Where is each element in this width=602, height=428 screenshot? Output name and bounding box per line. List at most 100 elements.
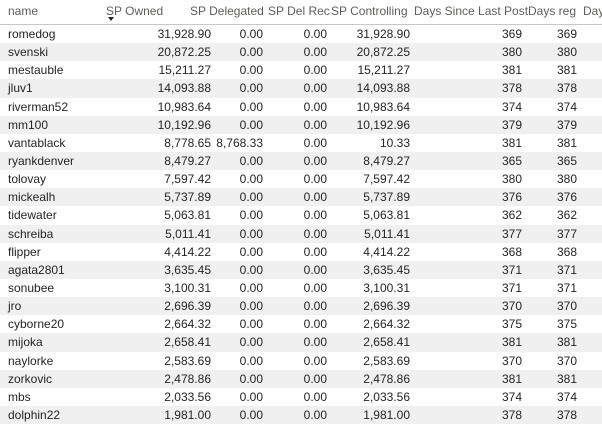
cell-name: dolphin22 bbox=[8, 407, 61, 422]
cell-sp-del-rec: 0.00 bbox=[303, 317, 327, 332]
column-header-sp-controlling[interactable]: SP Controlling bbox=[331, 4, 408, 18]
cell-name: zorkovic bbox=[8, 371, 53, 386]
cell-sp-owned: 5,737.89 bbox=[164, 190, 211, 205]
cell-sp-owned: 2,696.39 bbox=[164, 299, 211, 314]
cell-days-reg: 378 bbox=[556, 407, 577, 422]
cell-sp-controlling: 3,635.45 bbox=[363, 262, 410, 277]
table-row[interactable]: cyborne20 2,664.32 0.00 0.00 2,664.32 375 375 bbox=[0, 315, 602, 333]
column-header-sp-del-rec[interactable]: SP Del Rec bbox=[268, 4, 330, 18]
table-row[interactable]: romedog 31,928.90 0.00 0.00 31,928.90 369 369 bbox=[0, 25, 602, 43]
cell-days-reg: 370 bbox=[556, 299, 577, 314]
cell-sp-del-rec: 0.00 bbox=[303, 262, 327, 277]
table-row[interactable]: sonubee 3,100.31 0.00 0.00 3,100.31 371 371 bbox=[0, 279, 602, 297]
table-row[interactable]: riverman52 10,983.64 0.00 0.00 10,983.64 374 3… bbox=[0, 98, 602, 116]
cell-sp-del-rec: 0.00 bbox=[303, 226, 327, 241]
cell-sp-controlling: 8,479.27 bbox=[363, 153, 410, 168]
cell-sp-delegated: 0.00 bbox=[239, 244, 263, 259]
cell-days-reg: 369 bbox=[556, 27, 577, 41]
table-row[interactable]: mbs 2,033.56 0.00 0.00 2,033.56 374 374 bbox=[0, 388, 602, 406]
cell-sp-owned: 31,928.90 bbox=[157, 27, 211, 41]
column-header-days-since-last-post[interactable]: Days Since Last Post bbox=[414, 4, 529, 18]
cell-sp-delegated: 0.00 bbox=[239, 81, 263, 96]
table-row[interactable]: mijoka 2,658.41 0.00 0.00 2,658.41 381 381 bbox=[0, 333, 602, 352]
cell-sp-owned: 8,778.65 bbox=[164, 135, 211, 150]
cell-name: mijoka bbox=[8, 335, 43, 350]
table-row[interactable]: ryankdenver 8,479.27 0.00 0.00 8,479.27 365 36… bbox=[0, 151, 602, 171]
cell-days-reg: 365 bbox=[556, 153, 577, 168]
column-header-sp-delegated[interactable]: SP Delegated bbox=[190, 4, 264, 18]
cell-days-reg: 375 bbox=[556, 317, 577, 332]
cell-days-reg: 380 bbox=[556, 45, 577, 60]
cell-sp-delegated: 0.00 bbox=[239, 172, 263, 187]
cell-sp-del-rec: 0.00 bbox=[303, 371, 327, 386]
cell-sp-controlling: 10.33 bbox=[379, 135, 410, 150]
cell-sp-owned: 10,983.64 bbox=[157, 99, 211, 114]
cell-days-since-last-post: 381 bbox=[501, 335, 522, 350]
cell-sp-delegated: 0.00 bbox=[239, 63, 263, 78]
cell-sp-del-rec: 0.00 bbox=[303, 117, 327, 132]
cell-sp-controlling: 31,928.90 bbox=[356, 27, 410, 41]
cell-sp-owned: 3,100.31 bbox=[164, 280, 211, 295]
cell-days-reg: 368 bbox=[556, 244, 577, 259]
table-row[interactable]: flipper 4,414.22 0.00 0.00 4,414.22 368 368 bbox=[0, 243, 602, 261]
cell-sp-delegated: 0.00 bbox=[239, 371, 263, 386]
cell-sp-controlling: 2,664.32 bbox=[363, 317, 410, 332]
cell-days-since-last-post: 381 bbox=[501, 63, 522, 78]
table-row[interactable]: mestauble 15,211.27 0.00 0.00 15,211.27 381 38… bbox=[0, 61, 602, 79]
column-header-day-truncated[interactable]: Day bbox=[583, 4, 602, 18]
table-row[interactable]: naylorke 2,583.69 0.00 0.00 2,583.69 370 370 bbox=[0, 352, 602, 370]
cell-sp-controlling: 2,658.41 bbox=[363, 335, 410, 350]
cell-days-reg: 374 bbox=[556, 99, 577, 114]
cell-sp-del-rec: 0.00 bbox=[303, 244, 327, 259]
table-row[interactable]: mm100 10,192.96 0.00 0.00 10,192.96 379 379 bbox=[0, 115, 602, 134]
table-row[interactable]: dolphin22 1,981.00 0.00 0.00 1,981.00 378 378 bbox=[0, 405, 602, 425]
table-row[interactable]: mickealh 5,737.89 0.00 0.00 5,737.89 376 376 bbox=[0, 188, 602, 207]
cell-days-since-last-post: 374 bbox=[501, 99, 522, 114]
cell-sp-controlling: 14,093.88 bbox=[356, 81, 410, 96]
sort-descending-icon[interactable] bbox=[108, 17, 114, 21]
table-row[interactable]: schreiba 5,011.41 0.00 0.00 5,011.41 377 377 bbox=[0, 224, 602, 243]
column-header-days-reg[interactable]: Days reg bbox=[528, 4, 577, 18]
cell-days-since-last-post: 362 bbox=[501, 208, 522, 223]
table-row[interactable]: tidewater 5,063.81 0.00 0.00 5,063.81 362 362 bbox=[0, 206, 602, 224]
cell-sp-controlling: 15,211.27 bbox=[357, 63, 411, 78]
column-header-sp-owned[interactable]: SP Owned bbox=[106, 4, 164, 18]
cell-sp-owned: 2,664.32 bbox=[164, 317, 211, 332]
cell-name: mickealh bbox=[8, 190, 56, 205]
column-header-name[interactable]: name bbox=[8, 4, 39, 18]
cell-sp-delegated: 0.00 bbox=[239, 280, 263, 295]
table-row[interactable]: tolovay 7,597.42 0.00 0.00 7,597.42 380 380 bbox=[0, 170, 602, 188]
table-row[interactable]: agata2801 3,635.45 0.00 0.00 3,635.45 371 371 bbox=[0, 260, 602, 279]
cell-sp-controlling: 4,414.22 bbox=[363, 244, 410, 259]
cell-sp-owned: 14,093.88 bbox=[157, 81, 211, 96]
cell-days-reg: 376 bbox=[556, 190, 577, 205]
cell-days-reg: 371 bbox=[556, 262, 577, 277]
cell-name: sonubee bbox=[8, 280, 55, 295]
table-row[interactable]: vantablack 8,778.65 8,768.33 0.00 10.33 381 38… bbox=[0, 134, 602, 152]
cell-sp-delegated: 8,768.33 bbox=[216, 135, 263, 150]
cell-sp-del-rec: 0.00 bbox=[303, 280, 327, 295]
cell-days-since-last-post: 371 bbox=[501, 262, 522, 277]
table-row[interactable]: zorkovic 2,478.86 0.00 0.00 2,478.86 381 381 bbox=[0, 369, 602, 388]
cell-sp-del-rec: 0.00 bbox=[303, 153, 327, 168]
cell-days-reg: 381 bbox=[556, 63, 577, 78]
cell-days-since-last-post: 376 bbox=[501, 190, 522, 205]
cell-days-reg: 362 bbox=[556, 208, 577, 223]
cell-name: tolovay bbox=[8, 172, 47, 187]
cell-days-since-last-post: 381 bbox=[501, 135, 522, 150]
cell-days-reg: 381 bbox=[556, 335, 577, 350]
table-row[interactable]: svenski 20,872.25 0.00 0.00 20,872.25 380 380 bbox=[0, 43, 602, 62]
cell-sp-controlling: 3,100.31 bbox=[363, 280, 410, 295]
cell-sp-delegated: 0.00 bbox=[239, 153, 263, 168]
cell-days-since-last-post: 379 bbox=[501, 117, 522, 132]
cell-days-since-last-post: 368 bbox=[501, 244, 522, 259]
cell-days-since-last-post: 370 bbox=[501, 299, 522, 314]
cell-sp-controlling: 5,011.41 bbox=[364, 226, 410, 241]
cell-sp-owned: 1,981.00 bbox=[164, 407, 211, 422]
cell-name: ryankdenver bbox=[8, 153, 75, 168]
cell-name: flipper bbox=[8, 244, 41, 259]
table-row[interactable]: jluv1 14,093.88 0.00 0.00 14,093.88 378 378 bbox=[0, 79, 602, 98]
table-row[interactable]: jro 2,696.39 0.00 0.00 2,696.39 370 370 bbox=[0, 297, 602, 316]
cell-days-reg: 379 bbox=[556, 117, 577, 132]
